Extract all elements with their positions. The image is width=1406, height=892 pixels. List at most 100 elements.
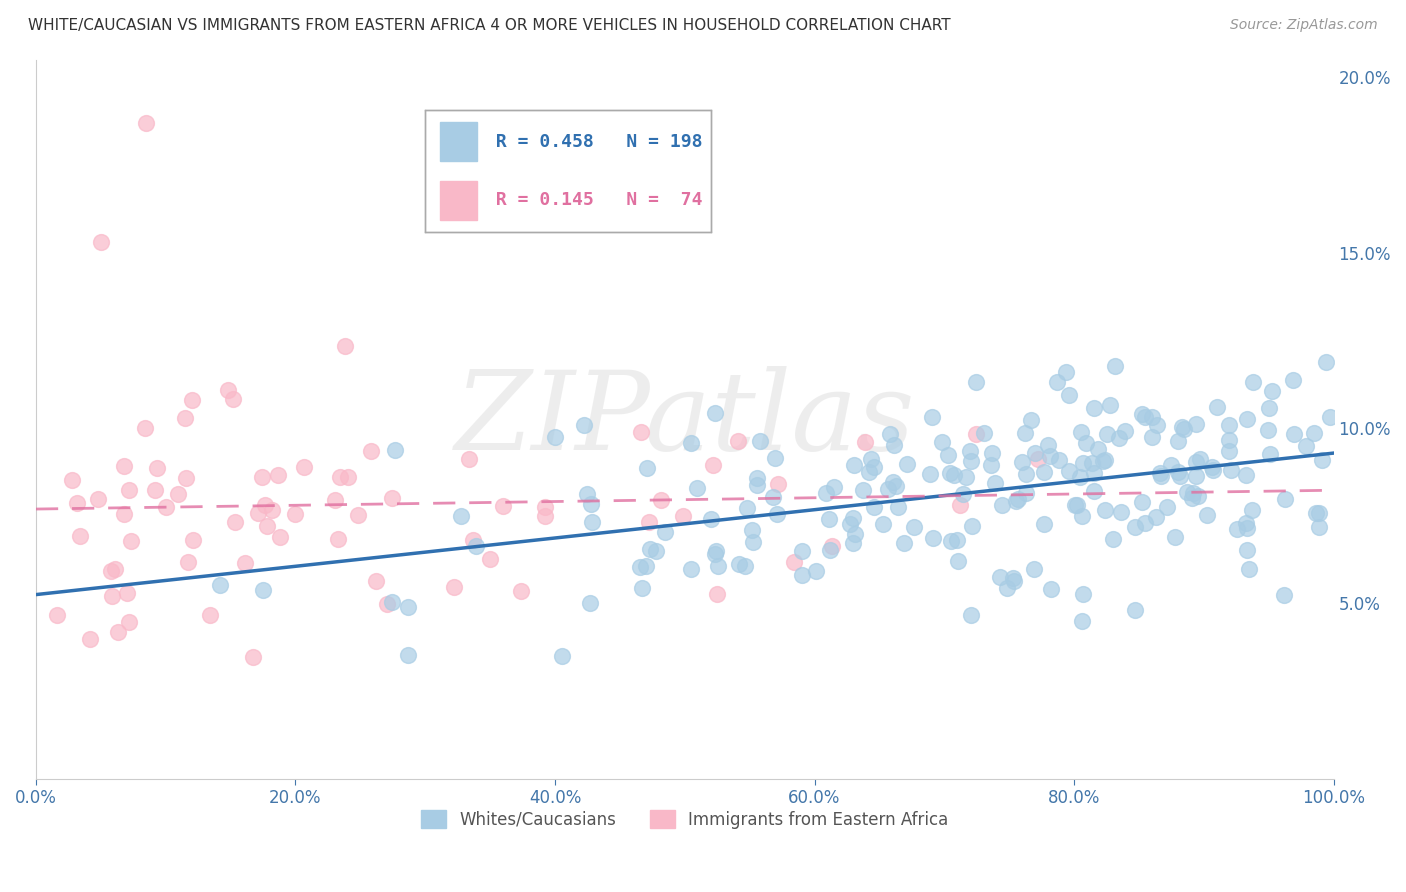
Point [574,417,596,432]
Point [1305,506,1327,520]
Point [1167,434,1189,448]
Point [879,426,901,441]
Point [921,409,943,424]
Point [135,116,157,130]
Point [576,487,599,501]
Point [1024,562,1046,576]
Point [938,448,960,462]
Point [450,509,472,524]
Point [101,589,124,603]
Point [1308,520,1330,534]
Point [931,434,953,449]
Point [1202,463,1225,477]
Point [246,506,269,520]
Point [1070,425,1092,439]
Point [1187,489,1209,503]
Point [250,470,273,484]
Point [509,583,531,598]
Point [1104,359,1126,373]
Point [814,486,837,500]
Point [792,567,814,582]
Point [852,483,875,498]
Point [727,557,749,571]
Point [1004,494,1026,508]
Point [174,410,197,425]
Point [727,434,749,449]
Point [45,607,67,622]
Point [863,500,886,514]
Point [443,580,465,594]
Point [1218,417,1240,432]
Point [1173,422,1195,436]
Point [1140,410,1163,425]
Point [959,443,981,458]
Point [980,446,1002,460]
Point [534,500,557,514]
Point [991,498,1014,512]
Point [253,498,276,512]
Point [734,559,756,574]
Point [1135,516,1157,530]
Point [1073,456,1095,470]
Point [762,491,785,505]
Point [1015,467,1038,482]
Point [1130,407,1153,421]
Point [896,457,918,471]
Point [79,632,101,647]
Point [1163,530,1185,544]
Point [1181,491,1204,505]
Point [134,421,156,435]
Point [464,539,486,553]
Point [1014,425,1036,440]
Point [1073,587,1095,601]
Point [463,533,485,548]
Point [1054,365,1077,379]
Point [1070,508,1092,523]
Point [984,475,1007,490]
Point [783,555,806,569]
Point [256,519,278,533]
Point [1236,520,1258,534]
Point [973,426,995,441]
Point [702,458,724,472]
Point [1189,451,1212,466]
Point [1083,401,1105,415]
Point [104,562,127,576]
Point [838,517,860,532]
Point [749,434,772,448]
Point [679,562,702,576]
Point [1258,401,1281,416]
Point [1057,464,1080,478]
Point [638,541,661,556]
Point [458,452,481,467]
Point [1087,442,1109,457]
Point [143,483,166,497]
Point [630,425,652,439]
Point [1219,463,1241,477]
Point [965,427,987,442]
Point [1102,532,1125,546]
Point [328,532,350,546]
Point [1133,410,1156,425]
Point [1226,522,1249,536]
Point [1218,433,1240,447]
Legend: Whites/Caucasians, Immigrants from Eastern Africa: Whites/Caucasians, Immigrants from Easte… [415,804,955,835]
Point [1282,373,1305,387]
Point [1019,413,1042,427]
Point [550,649,572,664]
Point [949,498,972,512]
Point [630,582,652,596]
Point [988,570,1011,584]
Point [980,458,1002,472]
Point [1002,571,1025,585]
Point [818,511,841,525]
Point [381,491,404,506]
Point [903,520,925,534]
Point [1241,503,1264,517]
Point [100,564,122,578]
Point [478,551,501,566]
Point [87,491,110,506]
Point [1150,468,1173,483]
Point [636,460,658,475]
Point [1258,447,1281,461]
